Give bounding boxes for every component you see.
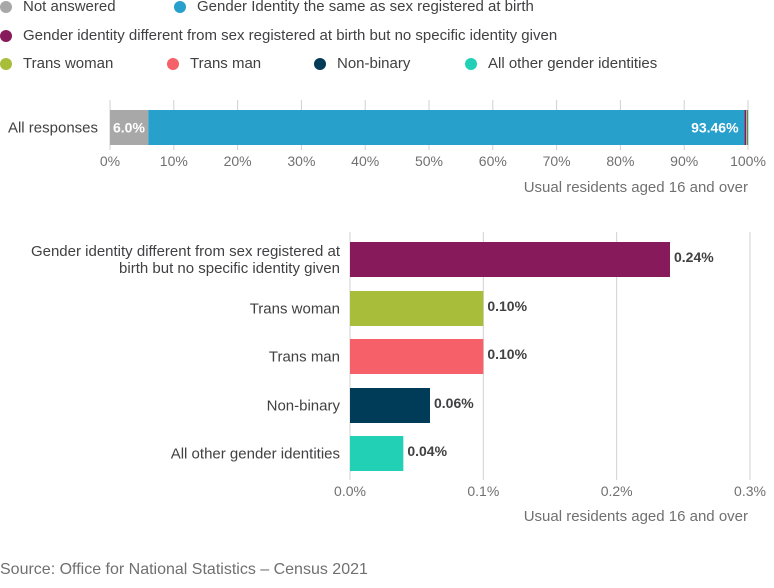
legend-item: All other gender identities: [465, 55, 657, 72]
data-label: 0.10%: [487, 346, 527, 362]
bar-segment: [746, 110, 748, 145]
y-category-label: Trans man: [269, 349, 340, 366]
legend-label: Non-binary: [337, 55, 411, 72]
legend-label: Trans woman: [23, 55, 114, 72]
y-category-label: Gender identity different from sex regis…: [31, 243, 341, 260]
x-axis-title: Usual residents aged 16 and over: [524, 179, 748, 196]
x-tick-label: 100%: [730, 153, 766, 169]
x-tick-label: 80%: [606, 153, 634, 169]
bar: [350, 339, 484, 374]
bar-segment: [148, 110, 745, 145]
legend-label: Not answered: [23, 0, 116, 15]
data-label: 0.10%: [487, 298, 527, 314]
legend-swatch: [174, 0, 186, 13]
x-tick-label: 0.3%: [734, 483, 766, 499]
chart-canvas: 0% 10% 20% 30% 40% 50% 60% 70% 80% 90% 100% All res…: [8, 100, 766, 525]
x-tick-label: 30%: [287, 153, 315, 169]
y-category-label: All other gender identities: [171, 446, 340, 463]
legend-item: Gender Identity the same as sex register…: [174, 0, 534, 15]
legend-label: Gender Identity the same as sex register…: [197, 0, 534, 15]
x-tick-label: 60%: [479, 153, 507, 169]
bar: [350, 291, 484, 326]
x-tick-label: 90%: [670, 153, 698, 169]
x-tick-label: 0.1%: [467, 483, 499, 499]
data-label: 0.24%: [674, 249, 714, 265]
legend-swatch: [465, 57, 477, 70]
legend-swatch: [0, 57, 12, 70]
data-label: 6.0%: [113, 120, 145, 136]
legend-swatch: [0, 0, 12, 13]
data-label: 93.46%: [691, 120, 739, 136]
legend-item: Not answered: [0, 0, 116, 15]
legend-item: Trans man: [167, 55, 261, 72]
x-tick-label: 0.2%: [601, 483, 633, 499]
legend-label: Gender identity different from sex regis…: [23, 27, 558, 44]
x-tick-label: 70%: [543, 153, 571, 169]
x-tick-label: 20%: [224, 153, 252, 169]
bar: [350, 436, 404, 471]
x-tick-label: 10%: [160, 153, 188, 169]
chart-legend: Not answered Gender Identity the same as …: [0, 0, 774, 80]
y-category-label: All responses: [8, 120, 98, 137]
legend-item: Non-binary: [314, 55, 410, 72]
bar-segment: [744, 110, 747, 145]
legend-swatch: [0, 29, 12, 42]
x-axis-title: Usual residents aged 16 and over: [524, 508, 748, 525]
x-tick-label: 40%: [351, 153, 379, 169]
bar-segment: [747, 110, 748, 145]
bar: [350, 388, 430, 423]
bar-segment: [110, 110, 149, 145]
bar-segment: [747, 110, 749, 145]
y-category-label: birth but no specific identity given: [119, 260, 340, 277]
legend-swatch: [167, 57, 179, 70]
x-tick-label: 0.0%: [334, 483, 366, 499]
legend-label: Trans man: [190, 55, 262, 72]
source-note: Source: Office for National Statistics –…: [0, 561, 368, 578]
legend-label: All other gender identities: [488, 55, 658, 72]
data-label: 0.04%: [407, 443, 447, 459]
y-category-label: Non-binary: [267, 398, 341, 415]
x-tick-label: 0%: [100, 153, 120, 169]
bar-segment: [746, 110, 747, 145]
legend-item: Trans woman: [0, 55, 113, 72]
bar: [350, 242, 670, 277]
data-label: 0.06%: [434, 395, 474, 411]
x-tick-label: 50%: [415, 153, 443, 169]
legend-swatch: [314, 57, 326, 70]
legend-item: Gender identity different from sex regis…: [0, 27, 557, 44]
y-category-label: Trans woman: [250, 301, 340, 318]
